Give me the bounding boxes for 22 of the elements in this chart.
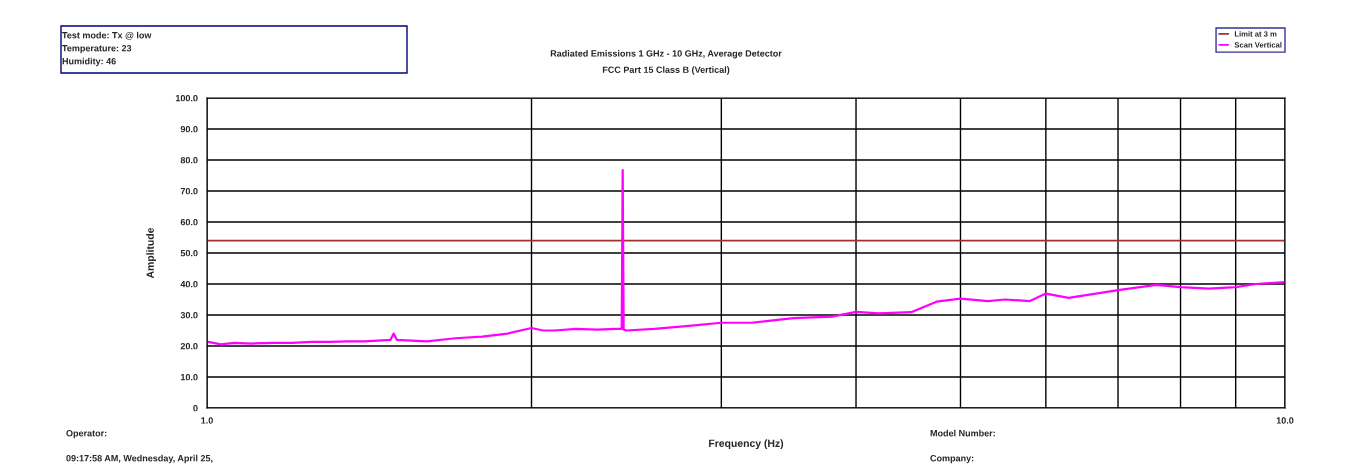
- y-tick-label: 40.0: [180, 280, 198, 288]
- y-tick-label: 70.0: [180, 187, 198, 195]
- text: 09:17:58 AM, Wednesday, April 25,: [66, 454, 213, 464]
- text: Temperature: 23: [62, 45, 132, 54]
- y-tick-label: 20.0: [180, 342, 198, 350]
- text: Humidity: 46: [62, 57, 116, 67]
- x-tick-label: 1.0: [201, 417, 213, 424]
- y-tick-label: 50.0: [180, 249, 198, 257]
- y-tick-label: 80.0: [180, 156, 198, 164]
- text: Test mode: Tx @ low: [62, 31, 152, 40]
- y-tick-label: 10.0: [180, 373, 198, 381]
- y-tick-label: 60.0: [180, 218, 198, 226]
- y-tick-label: 90.0: [180, 125, 198, 133]
- chart-subtitle: Radiated Emissions 1 GHz - 10 GHz, Average Detector FCC Part 15 Class B (Vertical): [550, 50, 782, 75]
- y-tick-label: 0: [193, 404, 198, 412]
- y-tick-label: 30.0: [180, 311, 198, 319]
- text: Operator:: [66, 430, 107, 439]
- text: Model Number:: [930, 429, 995, 437]
- x-axis-title: Frequency (Hz): [709, 439, 784, 450]
- text: Company:: [930, 455, 974, 464]
- y-tick-label: 100.0: [175, 94, 198, 102]
- y-axis-title: Amplitude: [146, 227, 156, 279]
